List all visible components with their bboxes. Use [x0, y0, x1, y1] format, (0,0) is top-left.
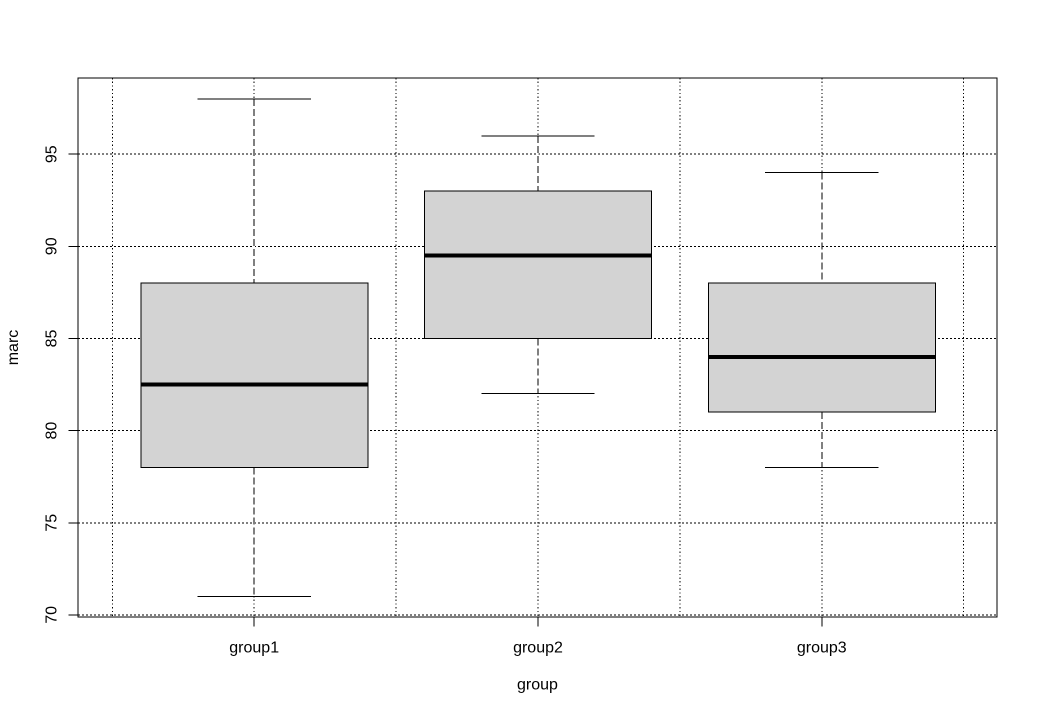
svg-text:75: 75 [44, 514, 61, 532]
svg-text:group2: group2 [513, 640, 563, 657]
svg-text:80: 80 [44, 422, 61, 440]
svg-text:group3: group3 [797, 640, 847, 657]
svg-text:95: 95 [44, 145, 61, 163]
svg-text:group: group [517, 677, 558, 694]
svg-text:85: 85 [44, 330, 61, 348]
svg-text:90: 90 [44, 237, 61, 255]
svg-text:marc: marc [5, 330, 22, 366]
svg-text:70: 70 [44, 606, 61, 624]
svg-text:group1: group1 [229, 640, 279, 657]
